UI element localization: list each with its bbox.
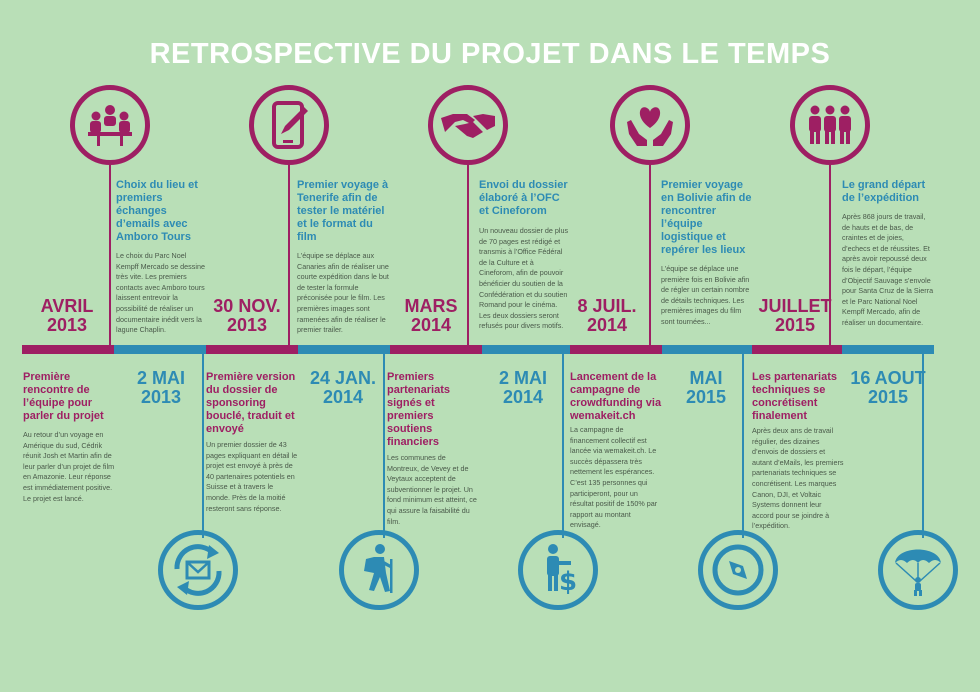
timeline-segment	[662, 345, 752, 354]
dollar-sign-icon: $	[547, 544, 577, 597]
event-date: 8 JUIL. 2014	[577, 296, 637, 335]
event-heading: Premier voyage à Tenerife afin de tester…	[297, 179, 389, 243]
event-circle	[878, 530, 958, 610]
event-circle	[158, 530, 238, 610]
event-description: Un nouveau dossier de plus de 70 pages e…	[479, 226, 569, 331]
event-heading: Choix du lieu et premiers échanges d’ema…	[116, 179, 198, 243]
event-date: 16 AOUT 2015	[850, 368, 926, 407]
event-stem	[562, 352, 564, 538]
event-description: La campagne de financement collectif est…	[570, 425, 658, 530]
hiker-icon	[364, 544, 393, 593]
event-heading: Premiers partenariats signés et premiers…	[387, 371, 450, 448]
svg-text:$: $	[559, 567, 577, 597]
event-description: Le choix du Parc Noel Kempff Mercado se …	[116, 251, 205, 335]
event-description: Après deux ans de travail régulier, des …	[752, 426, 844, 531]
event-date: 30 NOV. 2013	[213, 296, 281, 335]
timeline-segment	[842, 345, 934, 354]
page-title: RETROSPECTIVE DU PROJET DANS LE TEMPS	[149, 38, 831, 70]
event-heading: Le grand départ de l’expédition	[842, 179, 926, 204]
timeline-segment	[752, 345, 842, 354]
event-stem	[742, 352, 744, 538]
event-stem	[467, 165, 469, 347]
event-description: L’équipe se déplace aux Canaries afin de…	[297, 251, 389, 335]
timeline-segment	[482, 345, 570, 354]
event-date: MARS 2014	[404, 296, 458, 335]
timeline-segment	[570, 345, 662, 354]
people-icon	[809, 105, 851, 144]
event-circle	[428, 85, 508, 165]
event-heading: Première version du dossier de sponsorin…	[206, 371, 296, 435]
event-description: Au retour d’un voyage en Amérique du sud…	[23, 430, 115, 503]
event-stem	[649, 165, 651, 347]
compass-icon	[712, 544, 764, 596]
event-heading: Première rencontre de l’équipe pour parl…	[23, 371, 104, 422]
event-date: 2 MAI 2014	[498, 368, 547, 407]
event-heading: Les partenariats techniques se concrétis…	[752, 371, 837, 422]
email-exchange-icon	[174, 544, 222, 596]
event-date: 2 MAI 2013	[136, 368, 185, 407]
event-description: Après 868 jours de travail, de hauts et …	[842, 212, 934, 327]
event-circle: $	[518, 530, 598, 610]
event-circle	[698, 530, 778, 610]
event-date: MAI 2015	[685, 368, 727, 407]
event-description: Les communes de Montreux, de Vevey et de…	[387, 453, 477, 526]
event-stem	[829, 165, 831, 347]
event-stem	[109, 165, 111, 347]
heart-hands-icon	[627, 107, 673, 146]
tablet-pen-icon	[272, 101, 308, 149]
event-stem	[288, 165, 290, 347]
timeline-segment	[390, 345, 482, 354]
event-date: 24 JAN. 2014	[309, 368, 377, 407]
timeline-segment	[298, 345, 390, 354]
event-description: Un premier dossier de 43 pages expliquan…	[206, 440, 298, 513]
event-stem	[922, 352, 924, 538]
event-stem	[202, 352, 204, 538]
timeline-segment	[114, 345, 206, 354]
event-heading: Envoi du dossier élaboré à l’OFC et Cine…	[479, 179, 568, 217]
parachute-icon	[895, 549, 941, 596]
event-stem	[383, 352, 385, 538]
meeting-icon	[88, 105, 132, 146]
event-heading: Premier voyage en Bolivie afin de rencon…	[661, 179, 752, 256]
timeline-segment	[22, 345, 114, 354]
event-circle	[249, 85, 329, 165]
timeline-segment	[206, 345, 298, 354]
event-circle	[339, 530, 419, 610]
event-circle	[70, 85, 150, 165]
event-circle	[610, 85, 690, 165]
event-circle	[790, 85, 870, 165]
event-description: L’équipe se déplace une première fois en…	[661, 264, 750, 326]
event-date: JUILLET 2015	[758, 296, 832, 335]
event-date: AVRIL 2013	[40, 296, 94, 335]
event-heading: Lancement de la campagne de crowdfunding…	[570, 371, 662, 422]
handshake-icon	[441, 114, 495, 138]
